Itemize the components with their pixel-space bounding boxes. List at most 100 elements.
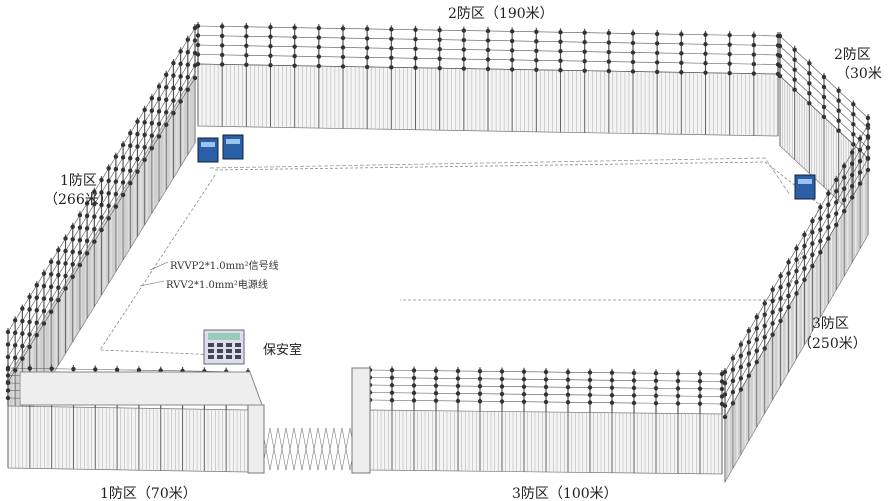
insulator bbox=[679, 51, 684, 56]
insulator bbox=[777, 63, 783, 69]
insulator bbox=[56, 272, 61, 278]
gate-bar bbox=[293, 427, 303, 471]
insulator bbox=[268, 63, 273, 68]
insulator bbox=[178, 86, 183, 92]
insulator bbox=[654, 60, 660, 65]
insulator bbox=[754, 348, 759, 354]
power-cable-label: RVV2*1.0mm²电源线 bbox=[166, 280, 268, 291]
insulator bbox=[727, 42, 732, 47]
insulator bbox=[56, 260, 61, 265]
insulator bbox=[746, 339, 752, 345]
insulator bbox=[836, 118, 841, 123]
insulator bbox=[5, 342, 11, 347]
insulator bbox=[92, 239, 97, 244]
insulator bbox=[738, 342, 744, 347]
insulator bbox=[106, 166, 111, 171]
fence-energizer-1 bbox=[197, 137, 219, 163]
insulator bbox=[411, 390, 417, 396]
insulator bbox=[558, 68, 563, 73]
insulator bbox=[219, 43, 225, 48]
insulator bbox=[113, 204, 119, 209]
gate-pillar bbox=[247, 404, 265, 474]
insulator bbox=[818, 238, 823, 244]
gate-bar bbox=[269, 427, 279, 471]
insulator bbox=[84, 226, 90, 231]
insulator bbox=[786, 293, 791, 299]
insulator bbox=[142, 120, 147, 125]
insulator bbox=[48, 309, 54, 315]
insulator bbox=[77, 237, 83, 243]
insulator bbox=[777, 73, 783, 79]
insulator bbox=[802, 255, 807, 260]
keypad-key bbox=[226, 355, 232, 359]
insulator bbox=[455, 383, 461, 389]
insulator bbox=[99, 177, 104, 183]
insulator bbox=[509, 29, 515, 34]
insulator bbox=[92, 226, 97, 232]
insulator bbox=[135, 131, 140, 137]
insulator bbox=[762, 346, 767, 351]
insulator bbox=[485, 38, 491, 43]
insulator bbox=[411, 375, 417, 381]
insulator bbox=[565, 385, 571, 390]
insulator bbox=[164, 85, 169, 90]
insulator bbox=[851, 102, 856, 107]
insulator bbox=[120, 192, 126, 198]
insulator bbox=[802, 266, 807, 271]
insulator bbox=[857, 147, 863, 153]
insulator bbox=[5, 365, 11, 371]
fence-energizer-2 bbox=[222, 134, 244, 160]
zone-3-right-length: （250米） bbox=[798, 336, 867, 352]
insulator bbox=[679, 60, 684, 66]
insulator bbox=[292, 34, 297, 40]
insulator bbox=[754, 337, 759, 342]
insulator bbox=[730, 401, 736, 406]
insulator bbox=[762, 323, 767, 329]
insulator bbox=[792, 57, 797, 62]
insulator bbox=[851, 112, 856, 117]
keypad-key bbox=[226, 343, 232, 347]
insulator bbox=[521, 392, 527, 397]
insulator bbox=[192, 75, 198, 81]
insulator bbox=[730, 356, 736, 361]
keypad-key bbox=[235, 355, 241, 359]
insulator bbox=[807, 91, 812, 96]
insulator bbox=[92, 214, 97, 219]
insulator bbox=[92, 189, 97, 194]
insulator bbox=[818, 216, 823, 221]
insulator bbox=[120, 142, 126, 148]
insulator bbox=[63, 236, 68, 241]
insulator bbox=[810, 218, 815, 224]
insulator bbox=[156, 121, 162, 127]
insulator bbox=[807, 61, 812, 66]
insulator bbox=[77, 262, 83, 268]
insulator bbox=[675, 378, 681, 384]
insulator bbox=[84, 213, 90, 219]
insulator bbox=[268, 34, 273, 39]
insulator bbox=[543, 384, 549, 390]
insulator bbox=[219, 33, 225, 39]
insulator bbox=[730, 367, 736, 372]
insulator bbox=[675, 393, 681, 399]
insulator bbox=[834, 177, 839, 183]
insulator bbox=[778, 273, 783, 279]
insulator bbox=[195, 61, 201, 67]
insulator bbox=[697, 401, 703, 406]
insulator bbox=[722, 414, 728, 420]
device-panel bbox=[798, 179, 812, 184]
insulator bbox=[149, 120, 155, 126]
insulator bbox=[437, 46, 442, 52]
insulator bbox=[63, 248, 68, 254]
insulator bbox=[751, 33, 757, 38]
insulator bbox=[534, 67, 539, 73]
insulator bbox=[149, 108, 155, 113]
device-body bbox=[222, 134, 244, 160]
insulator bbox=[849, 195, 855, 200]
insulator bbox=[84, 201, 90, 206]
insulator bbox=[99, 227, 104, 233]
insulator bbox=[770, 298, 775, 304]
insulator bbox=[849, 172, 855, 178]
insulator bbox=[719, 379, 725, 384]
insulator bbox=[485, 57, 491, 62]
insulator bbox=[268, 53, 273, 58]
